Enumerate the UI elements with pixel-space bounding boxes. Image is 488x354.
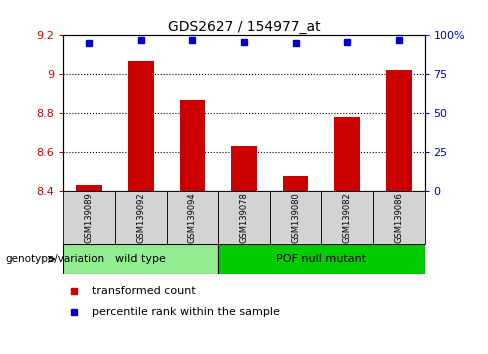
FancyBboxPatch shape [218, 191, 270, 244]
FancyBboxPatch shape [322, 191, 373, 244]
FancyBboxPatch shape [115, 191, 166, 244]
Text: GSM139078: GSM139078 [240, 192, 248, 243]
Text: GSM139092: GSM139092 [136, 192, 145, 243]
Text: GSM139080: GSM139080 [291, 192, 300, 243]
FancyBboxPatch shape [63, 244, 218, 274]
Title: GDS2627 / 154977_at: GDS2627 / 154977_at [168, 21, 320, 34]
Text: GSM139086: GSM139086 [394, 192, 403, 243]
Text: wild type: wild type [115, 254, 166, 264]
Text: GSM139082: GSM139082 [343, 192, 352, 243]
Bar [76, 185, 102, 191]
Text: POF null mutant: POF null mutant [276, 254, 366, 264]
Bar [128, 61, 154, 191]
FancyBboxPatch shape [166, 191, 218, 244]
FancyBboxPatch shape [373, 191, 425, 244]
Text: percentile rank within the sample: percentile rank within the sample [92, 307, 280, 318]
Bar [283, 176, 308, 191]
FancyBboxPatch shape [270, 191, 322, 244]
Bar [334, 117, 360, 191]
FancyBboxPatch shape [218, 244, 425, 274]
Text: GSM139094: GSM139094 [188, 192, 197, 243]
Bar [180, 100, 205, 191]
Bar [231, 147, 257, 191]
Text: genotype/variation: genotype/variation [5, 254, 104, 264]
Bar [386, 70, 412, 191]
Text: GSM139089: GSM139089 [85, 192, 94, 243]
FancyBboxPatch shape [63, 191, 115, 244]
Text: transformed count: transformed count [92, 286, 196, 296]
